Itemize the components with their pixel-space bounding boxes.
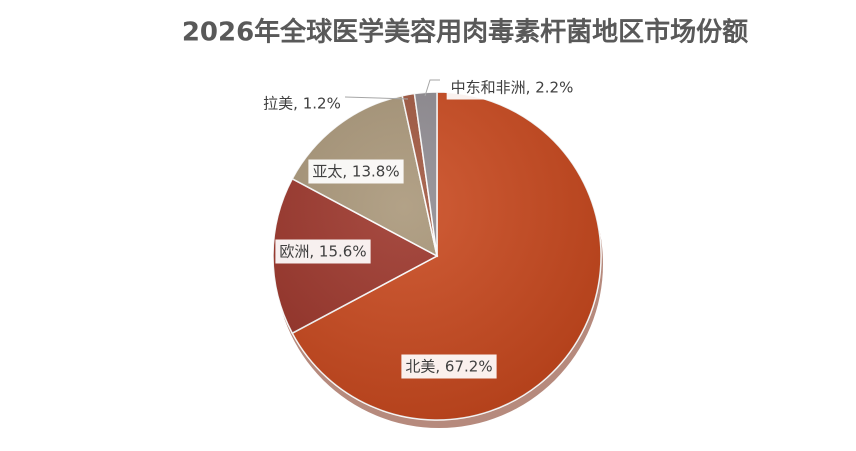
data-label: 中东和非洲, 2.2% [451,79,574,97]
data-label: 欧洲, 15.6% [279,243,366,261]
data-label: 拉美, 1.2% [263,95,341,113]
label-box [401,354,497,379]
chart-title: 2026年全球医学美容用肉毒素杆菌地区市场份额 [182,17,748,48]
label-box [275,239,371,264]
data-label: 北美, 67.2% [405,358,492,376]
label-box [308,159,404,184]
leader-line [424,79,440,97]
leader-line [344,96,409,100]
label-box [446,75,578,100]
data-label: 亚太, 13.8% [312,163,399,181]
label-box [259,91,345,116]
